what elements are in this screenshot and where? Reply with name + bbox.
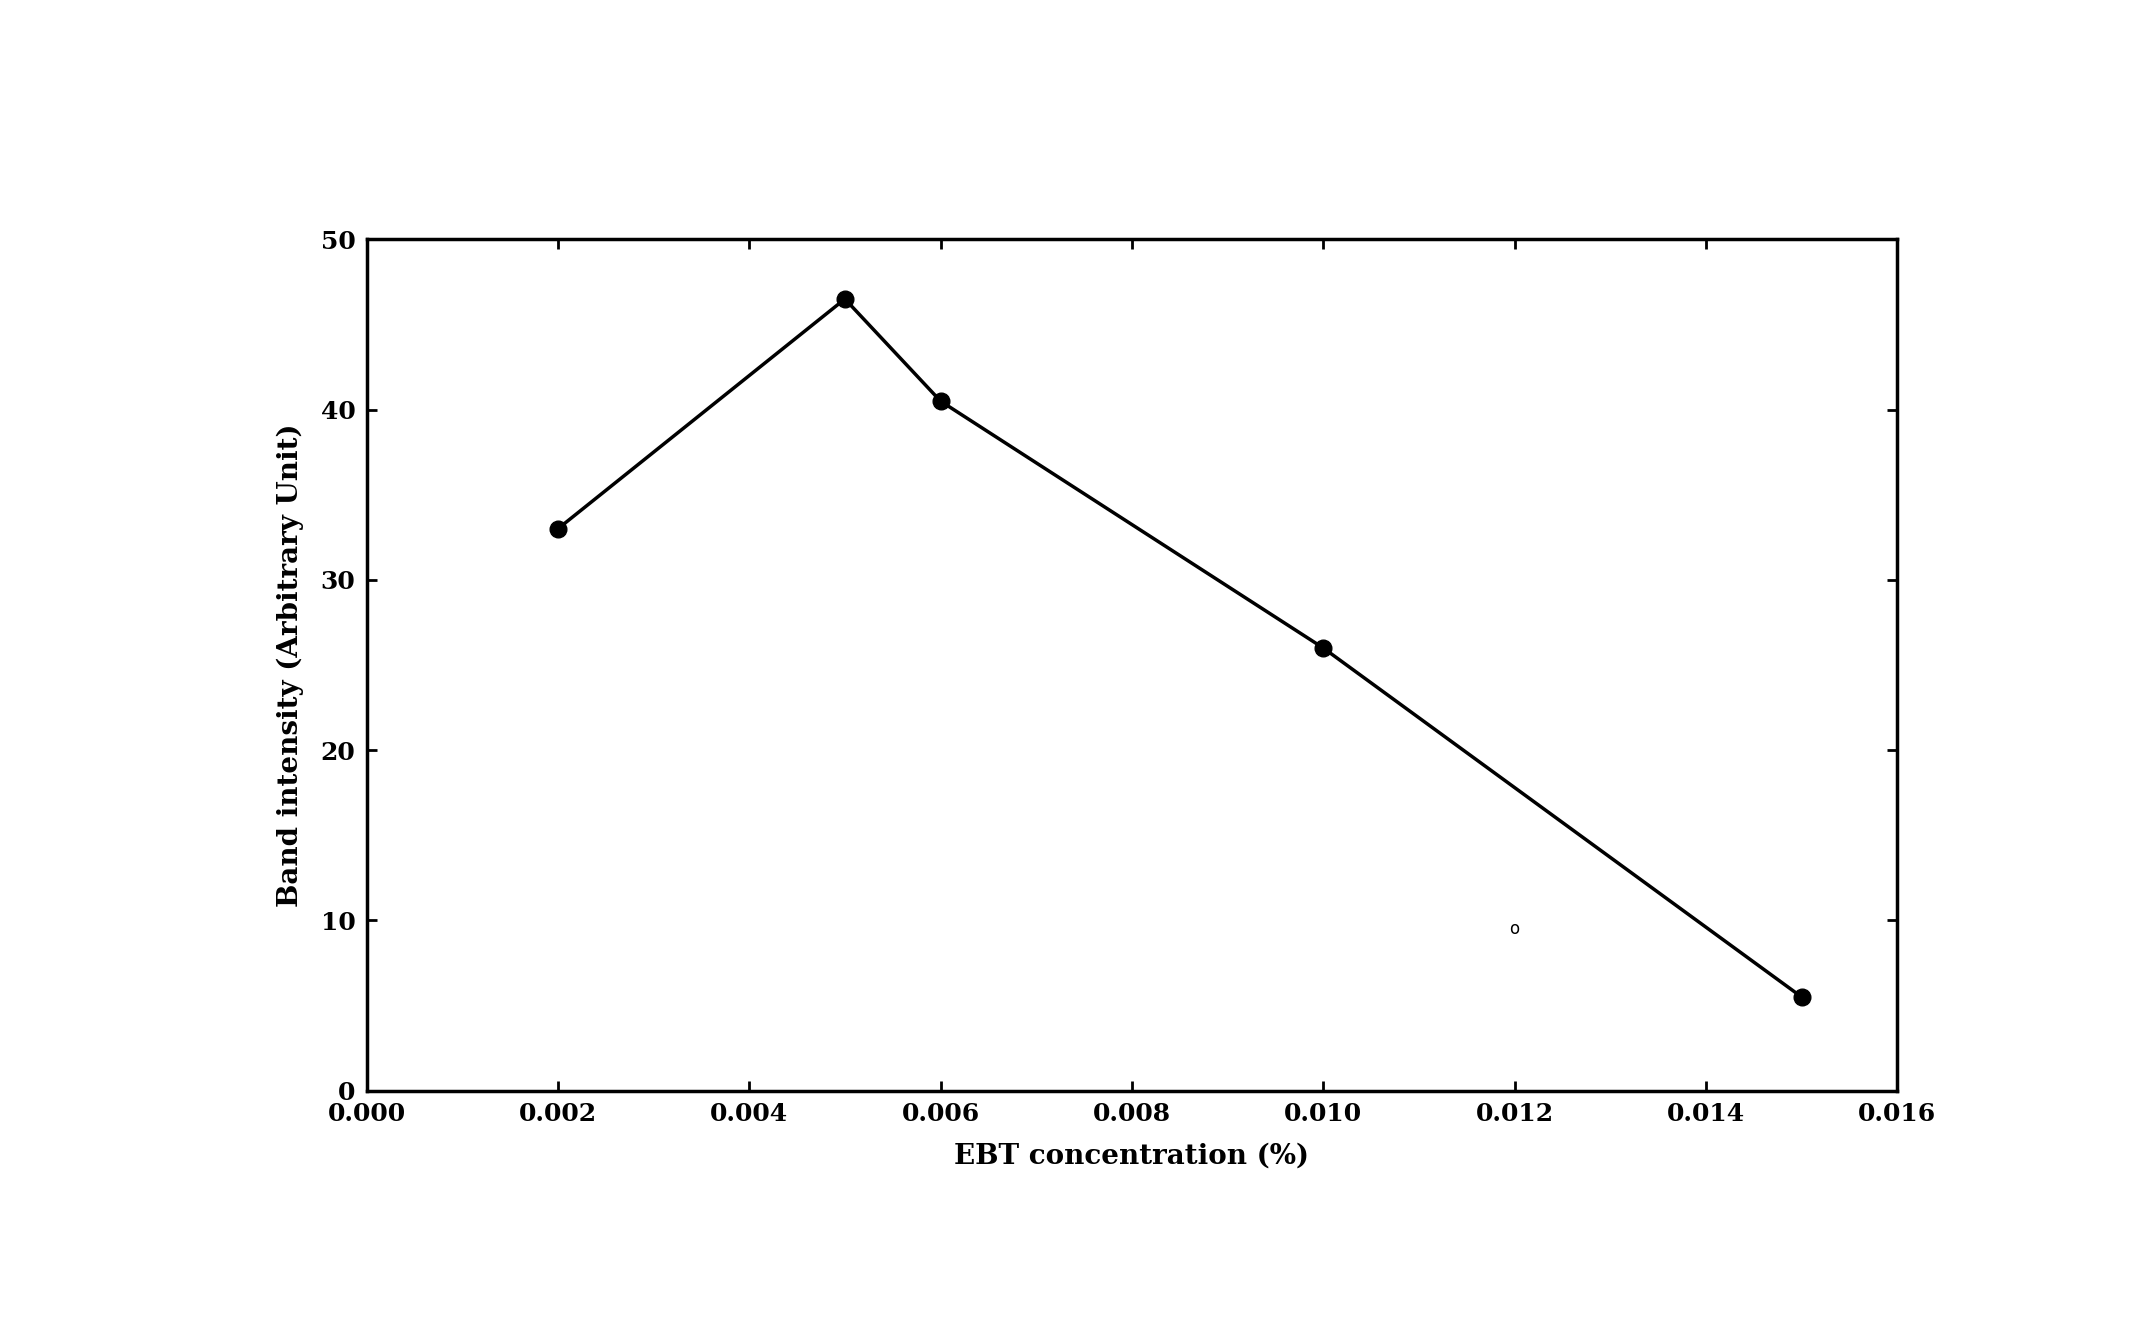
Text: o: o xyxy=(1509,920,1520,938)
Y-axis label: Band intensity (Arbitrary Unit): Band intensity (Arbitrary Unit) xyxy=(276,423,304,907)
X-axis label: EBT concentration (%): EBT concentration (%) xyxy=(955,1142,1309,1169)
